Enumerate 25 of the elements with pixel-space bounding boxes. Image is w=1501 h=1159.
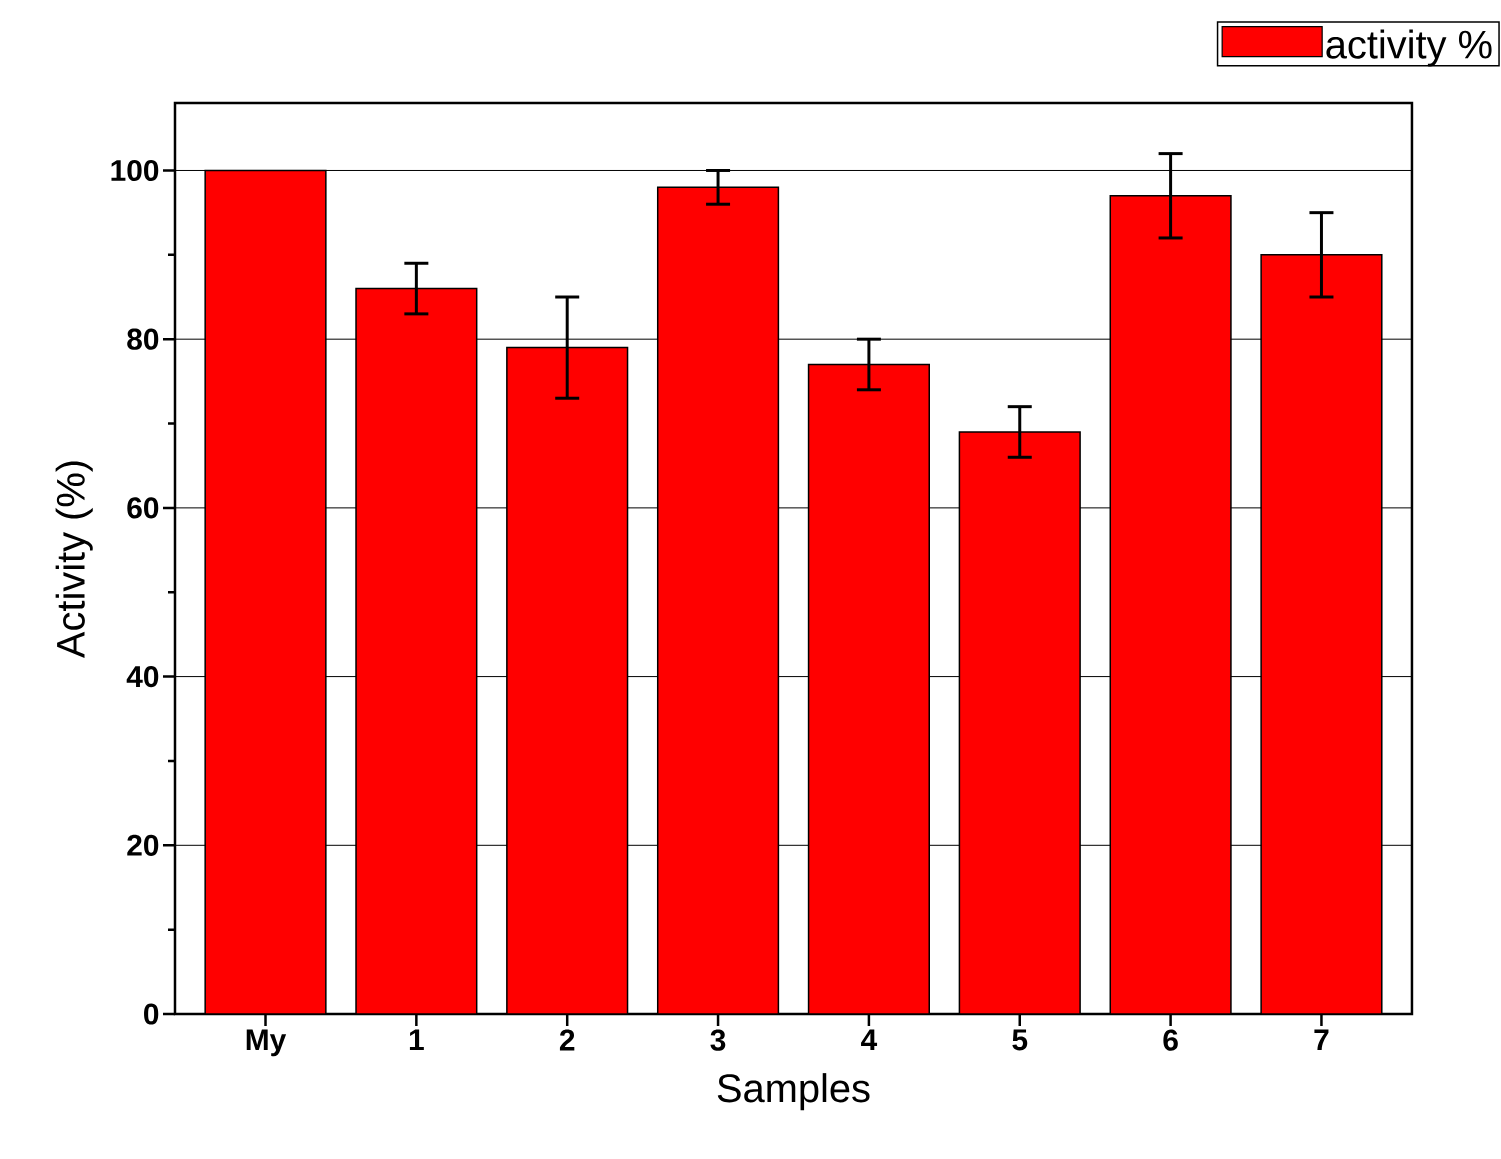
y-tick-label: 0 xyxy=(144,1003,159,1025)
y-axis-title: Activity (%) xyxy=(55,461,93,659)
y-tick-label: 20 xyxy=(127,834,159,856)
y-tick-label: 60 xyxy=(127,497,159,519)
bar xyxy=(1260,254,1383,1014)
x-tick-label: 5 xyxy=(1012,1029,1028,1051)
text: activity % xyxy=(1326,29,1492,67)
x-tick-label: 4 xyxy=(861,1029,878,1051)
x-tick-label: 7 xyxy=(1314,1029,1329,1051)
x-tick-label: 2 xyxy=(559,1029,575,1051)
bar xyxy=(1110,195,1231,1014)
y-tick-label: 80 xyxy=(127,328,159,350)
x-tick-label: My xyxy=(246,1029,287,1057)
bar xyxy=(808,364,930,1014)
y-tick-label: 100 xyxy=(111,159,159,182)
y-tick-label: 40 xyxy=(126,666,159,688)
bar xyxy=(356,288,477,1014)
bar xyxy=(657,187,779,1014)
x-tick-label: 3 xyxy=(710,1029,726,1051)
x-tick-label: 6 xyxy=(1163,1029,1178,1051)
bar xyxy=(205,170,326,1014)
x-axis-title: Samples xyxy=(717,1073,870,1111)
x-tick-label: 1 xyxy=(409,1029,424,1051)
bar xyxy=(959,431,1081,1014)
bar xyxy=(506,347,628,1014)
